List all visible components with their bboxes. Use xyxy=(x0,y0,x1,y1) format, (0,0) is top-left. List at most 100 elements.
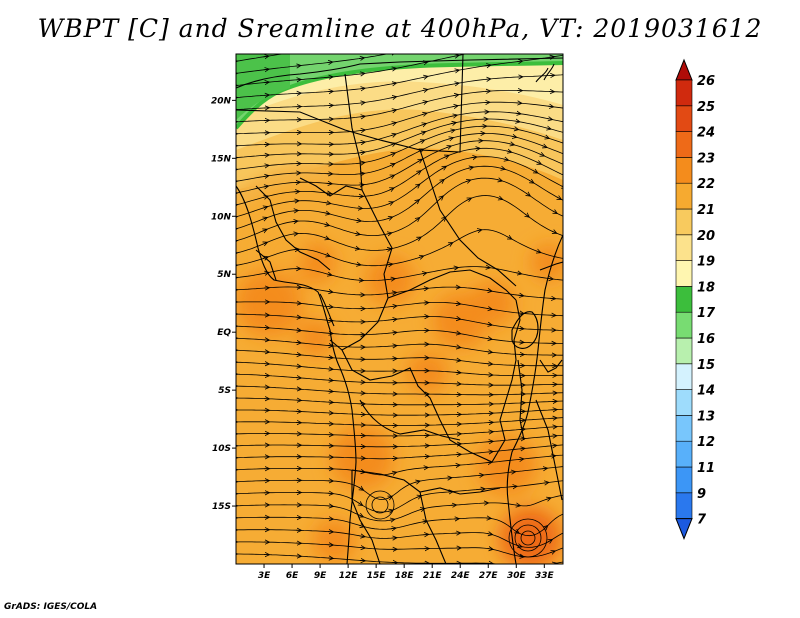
stream-arrow xyxy=(518,556,523,557)
stream-arrow xyxy=(548,57,553,58)
colorbar-segment xyxy=(675,208,693,236)
stream-arrow xyxy=(359,536,364,537)
stream-arrow xyxy=(358,58,363,59)
stream-arrow xyxy=(419,141,424,143)
streamline-25 xyxy=(236,361,563,376)
stream-arrow xyxy=(324,224,328,225)
stream-arrow xyxy=(421,521,426,522)
stream-arrow xyxy=(355,264,360,265)
eddy-loop xyxy=(365,490,395,520)
colorbar-segment xyxy=(675,286,693,313)
temperature-blob-10 xyxy=(296,319,335,357)
stream-arrow xyxy=(232,229,236,230)
stream-arrow xyxy=(466,199,471,201)
stream-arrow xyxy=(465,180,470,181)
stream-arrow xyxy=(232,253,236,254)
stream-arrow xyxy=(486,338,491,339)
colorbar-segment xyxy=(675,440,693,468)
streamline-36 xyxy=(236,480,563,513)
stream-arrow xyxy=(417,172,420,174)
stream-arrow xyxy=(262,197,267,198)
streamline-31 xyxy=(236,425,563,437)
stream-arrow xyxy=(506,151,510,152)
streamline-0 xyxy=(236,54,285,62)
y-axis: 20N 15N 10N 5N EQ 5S 10S 15S xyxy=(211,96,236,512)
streamline-27 xyxy=(236,385,563,396)
stream-arrow xyxy=(418,256,423,257)
colorbar-label: 25 xyxy=(697,100,715,115)
stream-arrow xyxy=(548,106,552,107)
stream-arrow xyxy=(391,293,395,294)
stream-arrow xyxy=(359,130,364,131)
temperature-blob-4 xyxy=(312,519,356,563)
colorbar-label: 11 xyxy=(697,461,715,476)
colorbar-top-triangle xyxy=(675,58,693,81)
stream-arrow xyxy=(551,231,556,233)
colorbar-label: 15 xyxy=(697,358,715,373)
stream-arrow xyxy=(526,193,529,195)
stream-arrow xyxy=(442,167,445,169)
y-tick-label: EQ xyxy=(217,328,231,338)
stream-arrow xyxy=(548,540,551,542)
stream-arrow xyxy=(503,159,507,160)
stream-arrow xyxy=(262,218,266,219)
stream-arrow xyxy=(324,213,329,214)
stream-arrow xyxy=(517,61,521,62)
stream-arrow xyxy=(359,487,362,489)
y-tick-label: 10N xyxy=(211,212,232,222)
x-axis: 3E 6E 9E 12E 15E 18E 21E 24E 27E 30E 33E xyxy=(258,564,554,581)
stream-arrow xyxy=(391,83,395,84)
stream-arrow xyxy=(509,144,513,145)
stream-arrow xyxy=(421,114,426,115)
coastlines-borders xyxy=(236,54,563,564)
streamline-14 xyxy=(236,165,563,230)
eddy-loop xyxy=(514,524,542,552)
stream-arrow xyxy=(471,157,476,158)
colorbar-segment xyxy=(675,234,693,261)
stream-arrow xyxy=(499,168,504,169)
stream-arrow xyxy=(262,257,267,258)
stream-arrow xyxy=(415,200,418,203)
streamline-22 xyxy=(236,325,563,344)
chart-title: WBPT [C] and Sreamline at 400hPa, VT: 20… xyxy=(37,14,763,43)
stream-arrow xyxy=(525,214,528,216)
stream-arrow xyxy=(232,181,236,182)
stream-arrow xyxy=(485,49,489,50)
map-area xyxy=(232,49,563,564)
stream-arrow xyxy=(232,265,236,266)
x-tick-label: 24E xyxy=(451,571,471,581)
stream-arrow xyxy=(422,102,426,103)
stream-arrow xyxy=(450,123,455,124)
colorbar-label: 21 xyxy=(697,203,715,218)
stream-arrow xyxy=(391,53,395,54)
streamline-16 xyxy=(236,195,563,254)
stream-arrow xyxy=(359,74,363,75)
stream-arrow xyxy=(391,110,395,111)
colorbar-segment xyxy=(675,131,693,158)
temperature-blob-9 xyxy=(294,242,336,284)
stream-arrow xyxy=(443,156,448,158)
colorbar-segment xyxy=(675,79,693,107)
stream-arrow xyxy=(421,124,425,125)
colorbar-bottom-triangle xyxy=(675,518,693,540)
colorbar: 7 9 11 12 13 14 15 16 17 18 19 20 21 22 23 24 25 26 xyxy=(675,58,716,540)
stream-arrow xyxy=(547,118,551,119)
streamline-5 xyxy=(236,90,563,123)
stream-arrow xyxy=(391,473,395,474)
stream-arrow xyxy=(416,185,419,187)
stream-arrow xyxy=(415,218,418,220)
stream-arrow xyxy=(452,106,457,107)
streamline-7 xyxy=(236,111,563,147)
stream-arrow xyxy=(359,152,364,153)
stream-arrow xyxy=(232,205,236,206)
stream-arrow xyxy=(387,497,391,499)
stream-arrow xyxy=(541,146,546,147)
stream-arrow xyxy=(388,188,393,190)
streamline-18 xyxy=(236,266,563,281)
stream-arrow xyxy=(389,176,394,178)
stream-arrow xyxy=(468,167,472,168)
stream-arrow xyxy=(354,248,358,249)
streamline-34 xyxy=(236,454,563,476)
stream-arrow xyxy=(419,509,424,510)
